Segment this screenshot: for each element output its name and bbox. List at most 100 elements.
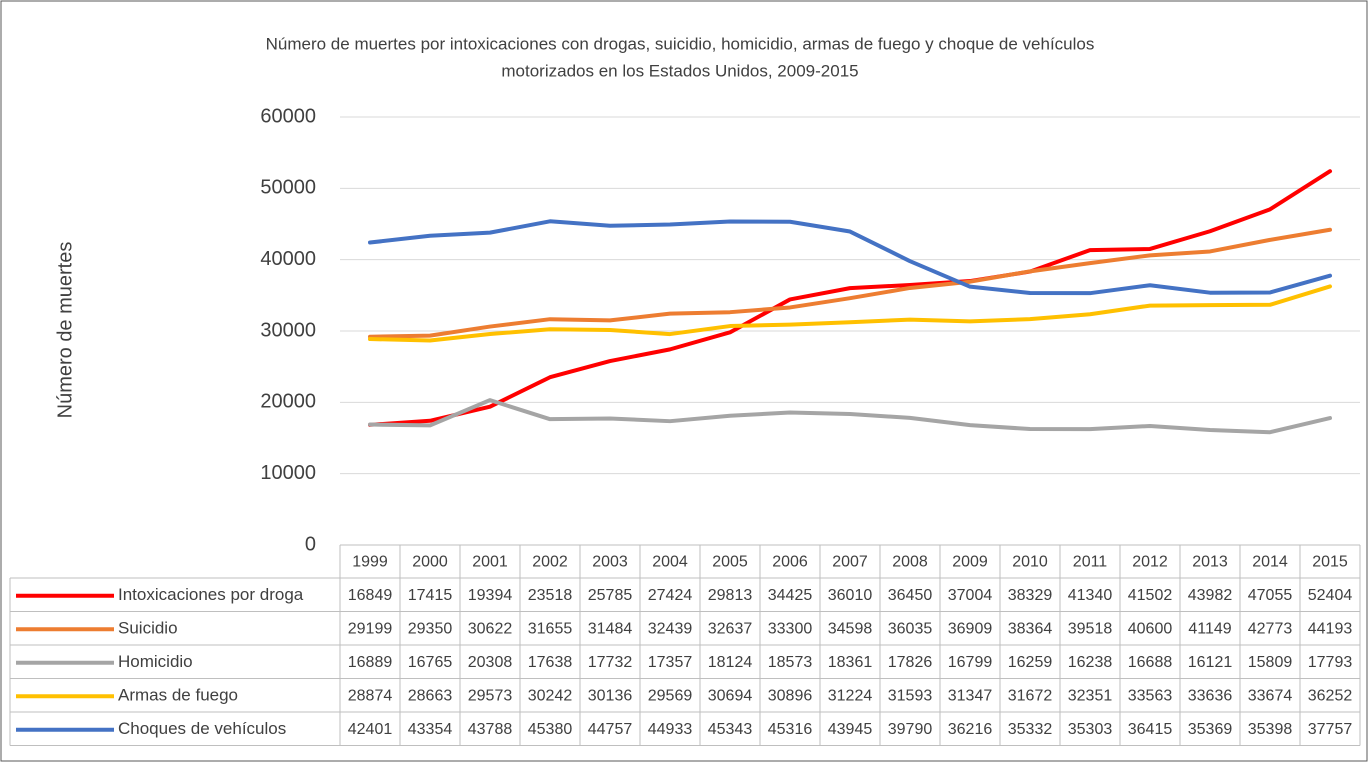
y-tick-label: 60000 xyxy=(260,105,316,127)
x-tick-label: 2012 xyxy=(1132,554,1168,571)
table-value: 25785 xyxy=(588,587,633,604)
table-value: 43945 xyxy=(828,721,873,738)
table-value: 44757 xyxy=(588,721,633,738)
table-value: 27424 xyxy=(648,587,693,604)
x-tick-label: 2001 xyxy=(472,554,508,571)
table-value: 18573 xyxy=(768,654,813,671)
table-value: 29813 xyxy=(708,587,753,604)
y-tick-label: 30000 xyxy=(260,319,316,341)
x-tick-label: 2013 xyxy=(1192,554,1228,571)
table-value: 31655 xyxy=(528,620,573,637)
table-value: 47055 xyxy=(1248,587,1293,604)
table-value: 36216 xyxy=(948,721,993,738)
table-value: 45343 xyxy=(708,721,753,738)
legend-label: Suicidio xyxy=(118,619,178,638)
table-value: 28874 xyxy=(348,687,393,704)
table-value: 31672 xyxy=(1008,687,1053,704)
chart-title: motorizados en los Estados Unidos, 2009-… xyxy=(501,61,858,80)
table-value: 16259 xyxy=(1008,654,1053,671)
y-tick-label: 40000 xyxy=(260,248,316,270)
table-value: 35303 xyxy=(1068,721,1113,738)
x-tick-label: 2000 xyxy=(412,554,448,571)
x-tick-label: 2015 xyxy=(1312,554,1348,571)
table-value: 29199 xyxy=(348,620,393,637)
legend-label: Homicidio xyxy=(118,652,193,671)
table-value: 28663 xyxy=(408,687,453,704)
table-value: 31593 xyxy=(888,687,933,704)
table-value: 29569 xyxy=(648,687,693,704)
legend-label: Choques de vehículos xyxy=(118,719,286,738)
x-tick-label: 2010 xyxy=(1012,554,1048,571)
table-value: 36909 xyxy=(948,620,993,637)
legend-label: Armas de fuego xyxy=(118,686,238,705)
table-value: 34425 xyxy=(768,587,813,604)
table-value: 52404 xyxy=(1308,587,1353,604)
table-value: 17826 xyxy=(888,654,933,671)
table-value: 35332 xyxy=(1008,721,1053,738)
table-value: 38364 xyxy=(1008,620,1053,637)
table-value: 31224 xyxy=(828,687,873,704)
table-value: 33674 xyxy=(1248,687,1293,704)
table-value: 23518 xyxy=(528,587,573,604)
table-value: 33636 xyxy=(1188,687,1233,704)
x-tick-label: 2009 xyxy=(952,554,988,571)
table-value: 36010 xyxy=(828,587,873,604)
table-value: 30622 xyxy=(468,620,513,637)
table-value: 29573 xyxy=(468,687,513,704)
table-value: 34598 xyxy=(828,620,873,637)
y-tick-label: 50000 xyxy=(260,177,316,199)
table-value: 30242 xyxy=(528,687,573,704)
table-value: 36035 xyxy=(888,620,933,637)
x-tick-label: 2008 xyxy=(892,554,928,571)
legend-label: Intoxicaciones por droga xyxy=(118,585,304,604)
x-tick-label: 2014 xyxy=(1252,554,1288,571)
table-value: 19394 xyxy=(468,587,513,604)
table-value: 16765 xyxy=(408,654,453,671)
table-value: 18124 xyxy=(708,654,753,671)
table-value: 17793 xyxy=(1308,654,1353,671)
x-tick-label: 2002 xyxy=(532,554,568,571)
table-value: 20308 xyxy=(468,654,513,671)
table-value: 17415 xyxy=(408,587,453,604)
table-value: 30136 xyxy=(588,687,633,704)
x-tick-label: 1999 xyxy=(352,554,388,571)
table-value: 37004 xyxy=(948,587,993,604)
table-value: 30896 xyxy=(768,687,813,704)
table-value: 32351 xyxy=(1068,687,1113,704)
table-value: 17357 xyxy=(648,654,693,671)
series-line xyxy=(368,219,1332,296)
table-value: 42401 xyxy=(348,721,393,738)
table-value: 16889 xyxy=(348,654,393,671)
table-value: 32439 xyxy=(648,620,693,637)
table-value: 37757 xyxy=(1308,721,1353,738)
table-value: 44193 xyxy=(1308,620,1353,637)
table-value: 18361 xyxy=(828,654,873,671)
table-value: 36415 xyxy=(1128,721,1173,738)
x-tick-label: 2004 xyxy=(652,554,688,571)
table-value: 39518 xyxy=(1068,620,1113,637)
table-value: 35369 xyxy=(1188,721,1233,738)
table-value: 16799 xyxy=(948,654,993,671)
table-value: 43982 xyxy=(1188,587,1233,604)
chart-title: Número de muertes por intoxicaciones con… xyxy=(266,34,1095,53)
y-axis-label: Número de muertes xyxy=(54,242,76,419)
table-value: 41502 xyxy=(1128,587,1173,604)
table-value: 43354 xyxy=(408,721,453,738)
table-value: 44933 xyxy=(648,721,693,738)
series-line xyxy=(368,169,1332,427)
x-tick-label: 2007 xyxy=(832,554,868,571)
table-value: 45316 xyxy=(768,721,813,738)
table-value: 36252 xyxy=(1308,687,1353,704)
table-value: 31484 xyxy=(588,620,633,637)
table-value: 38329 xyxy=(1008,587,1053,604)
table-value: 33300 xyxy=(768,620,813,637)
table-value: 16121 xyxy=(1188,654,1233,671)
table-value: 41340 xyxy=(1068,587,1113,604)
table-value: 16688 xyxy=(1128,654,1173,671)
y-tick-label: 10000 xyxy=(260,462,316,484)
table-value: 39790 xyxy=(888,721,933,738)
series-line xyxy=(368,284,1332,343)
table-value: 15809 xyxy=(1248,654,1293,671)
table-value: 35398 xyxy=(1248,721,1293,738)
